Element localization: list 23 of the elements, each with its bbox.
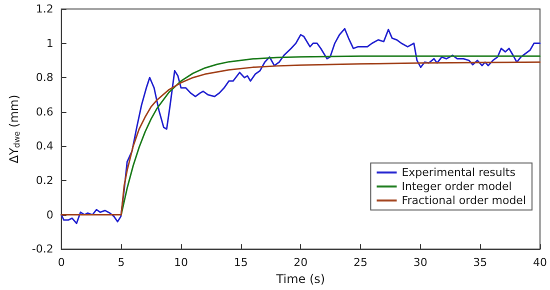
legend-label: Fractional order model [402, 194, 526, 207]
legend-label: Experimental results [402, 166, 516, 179]
y-tick-label: 0.2 [36, 174, 54, 187]
y-tick-label: 0.6 [36, 105, 54, 118]
x-tick-label: 15 [234, 256, 248, 270]
x-tick-label: 35 [473, 256, 488, 270]
x-tick-label: 5 [118, 256, 125, 270]
x-tick-label: 20 [294, 256, 308, 270]
x-tick-label: 0 [58, 256, 65, 270]
y-tick-label: 0.4 [36, 140, 54, 153]
legend-label: Integer order model [402, 180, 512, 193]
y-axis-title: ΔYdwe (mm) [7, 94, 22, 164]
x-tick-label: 30 [413, 256, 428, 270]
x-tick-label: 25 [354, 256, 368, 270]
y-tick-label: 0.8 [36, 71, 54, 84]
y-tick-label: 1.2 [36, 2, 54, 16]
y-tick-label: 0 [46, 208, 54, 222]
y-tick-label: -0.2 [32, 242, 54, 256]
y-tick-label: 1 [46, 36, 54, 50]
line-series [60, 28, 541, 224]
x-tick-label: 40 [533, 256, 547, 270]
x-tick-label: 10 [174, 256, 188, 270]
x-axis-title: Time (s) [275, 272, 326, 286]
